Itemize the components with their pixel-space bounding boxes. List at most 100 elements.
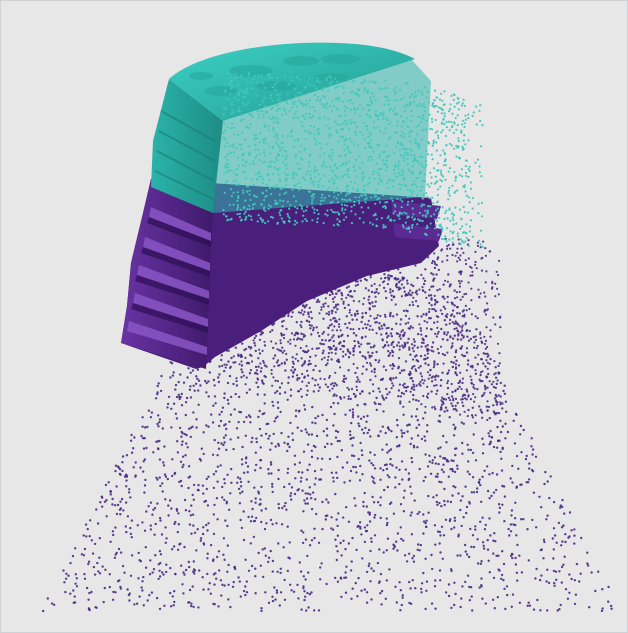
particle <box>84 523 88 526</box>
particle <box>465 388 468 391</box>
particle <box>445 144 448 147</box>
particle <box>456 251 459 254</box>
particle <box>478 171 481 174</box>
particle <box>448 194 451 197</box>
particle <box>410 195 413 198</box>
particle <box>340 294 344 297</box>
particle <box>373 305 376 308</box>
particle <box>221 364 224 367</box>
particle <box>248 145 251 148</box>
particle <box>242 189 245 192</box>
particle <box>534 577 537 580</box>
particle <box>108 573 112 576</box>
particle <box>322 430 325 433</box>
particle <box>450 402 453 405</box>
particle <box>300 357 303 360</box>
particle <box>496 596 499 599</box>
particle <box>332 170 335 173</box>
particle <box>480 584 483 587</box>
particle <box>212 378 216 382</box>
particle <box>283 578 286 582</box>
particle <box>465 553 469 556</box>
particle <box>406 282 409 285</box>
particle <box>445 126 448 129</box>
particle <box>87 598 90 601</box>
particle <box>264 209 267 212</box>
particle <box>248 388 251 391</box>
particle <box>181 455 185 458</box>
particle <box>421 289 424 292</box>
particle <box>473 346 476 349</box>
particle <box>277 121 280 125</box>
particle <box>459 508 462 512</box>
particle <box>383 313 387 316</box>
particle <box>335 303 338 306</box>
particle <box>371 383 375 386</box>
particle <box>294 357 297 360</box>
particle <box>494 282 497 285</box>
particle <box>382 365 385 368</box>
particle <box>462 98 465 101</box>
particle <box>283 391 287 394</box>
particle <box>406 430 409 433</box>
particle <box>439 223 442 226</box>
particle <box>364 323 367 326</box>
particle <box>291 311 294 314</box>
particle <box>276 138 279 141</box>
particle <box>213 384 216 387</box>
particle <box>400 460 404 463</box>
particle <box>235 427 239 430</box>
particle <box>452 423 455 426</box>
particle <box>105 515 108 518</box>
particle <box>344 571 347 574</box>
particle <box>194 382 198 385</box>
particle <box>279 591 283 594</box>
particle <box>315 87 318 90</box>
particle <box>391 367 394 370</box>
particle <box>543 482 546 486</box>
particle <box>542 557 545 560</box>
particle <box>450 395 454 398</box>
particle <box>383 463 387 467</box>
particle <box>474 396 477 399</box>
particle <box>344 576 348 579</box>
particle <box>321 102 324 105</box>
particle <box>469 375 472 378</box>
particle <box>379 314 382 318</box>
particle <box>322 343 325 346</box>
particle <box>272 376 275 379</box>
particle <box>367 289 370 292</box>
particle <box>335 292 338 295</box>
particle <box>477 288 480 291</box>
particle <box>361 336 364 339</box>
particle <box>206 504 210 507</box>
particle <box>408 601 411 605</box>
particle <box>495 403 499 406</box>
particle <box>498 352 501 355</box>
particle <box>367 206 370 209</box>
particle <box>315 99 318 102</box>
particle <box>371 480 375 483</box>
particle <box>493 532 496 535</box>
particle <box>114 526 117 529</box>
particle <box>446 386 450 390</box>
particle <box>319 203 322 206</box>
particle <box>459 208 462 211</box>
particle <box>455 222 458 225</box>
particle <box>167 504 170 507</box>
particle <box>254 575 257 578</box>
particle <box>238 212 241 215</box>
particle <box>264 591 267 594</box>
particle <box>411 326 414 329</box>
particle <box>410 533 414 536</box>
particle <box>327 313 331 316</box>
particle <box>366 431 369 435</box>
particle <box>359 279 362 282</box>
particle <box>50 602 54 605</box>
particle <box>241 490 244 493</box>
particle <box>463 313 466 316</box>
particle <box>520 451 523 454</box>
particle <box>202 452 205 456</box>
particle <box>339 348 342 351</box>
particle <box>385 165 388 168</box>
